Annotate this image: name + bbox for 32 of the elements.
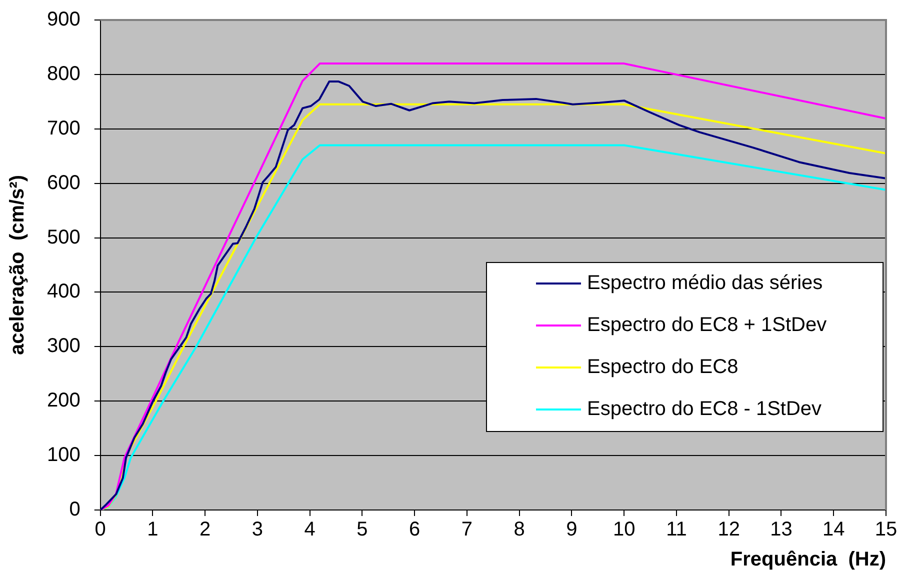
x-tick-label: 6 [409, 518, 420, 541]
y-tick-label: 900 [46, 8, 80, 31]
y-tick-label: 700 [46, 117, 80, 140]
y-tick-label: 500 [46, 226, 80, 248]
y-tick-label: 600 [46, 172, 80, 194]
y-tick-label: 100 [46, 444, 80, 466]
y-tick-label: 0 [69, 498, 80, 521]
x-tick-label: 5 [356, 518, 368, 541]
x-tick-label: 9 [566, 518, 578, 541]
x-tick-label: 1 [147, 518, 158, 541]
y-tick-label: 200 [46, 390, 80, 412]
legend-label: Espectro médio das séries [587, 272, 823, 294]
x-tick-label: 8 [514, 518, 525, 541]
x-axis-title: Frequência (Hz) [730, 548, 886, 571]
y-tick-label: 800 [46, 62, 80, 85]
legend-label: Espectro do EC8 [587, 356, 738, 378]
x-tick-label: 7 [461, 518, 473, 541]
x-tick-label: 3 [252, 518, 264, 541]
x-tick-label: 15 [874, 518, 898, 541]
x-tick-label: 0 [94, 518, 106, 541]
x-tick-label: 14 [822, 518, 845, 541]
y-axis-title: aceleração (cm/s²) [6, 174, 29, 356]
x-tick-label: 10 [613, 518, 636, 541]
x-tick-label: 2 [200, 518, 211, 541]
x-tick-label: 11 [666, 518, 687, 541]
x-tick-label: 12 [718, 518, 740, 541]
legend-label: Espectro do EC8 + 1StDev [587, 314, 827, 336]
y-tick-label: 400 [46, 280, 80, 303]
x-tick-label: 13 [770, 518, 792, 541]
x-tick-label: 4 [304, 518, 316, 541]
legend-label: Espectro do EC8 - 1StDev [587, 398, 822, 420]
y-tick-label: 300 [46, 335, 80, 358]
